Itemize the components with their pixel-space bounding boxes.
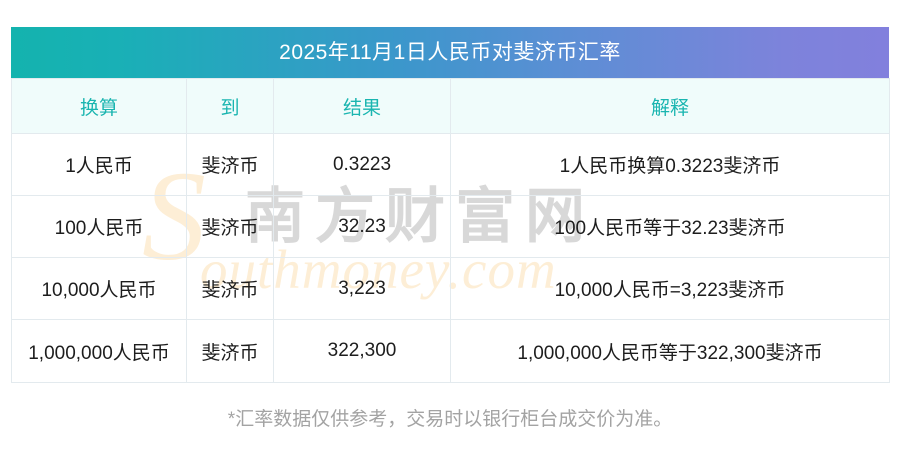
cell-explanation: 10,000人民币=3,223斐济币 [450, 257, 890, 320]
column-header-amount: 换算 [11, 78, 187, 134]
cell-amount: 1人民币 [11, 133, 187, 196]
table-row: 100人民币 斐济币 32.23 100人民币等于32.23斐济币 [11, 195, 890, 258]
cell-explanation: 1,000,000人民币等于322,300斐济币 [450, 319, 890, 383]
cell-to: 斐济币 [186, 133, 274, 196]
table-body: 1人民币 斐济币 0.3223 1人民币换算0.3223斐济币 100人民币 斐… [11, 133, 890, 383]
page-title: 2025年11月1日人民币对斐济币汇率 [11, 27, 889, 78]
table-header: 换算 到 结果 解释 [11, 78, 890, 134]
cell-result: 0.3223 [273, 133, 451, 196]
cell-amount: 10,000人民币 [11, 257, 187, 320]
cell-amount: 1,000,000人民币 [11, 319, 187, 383]
column-header-result: 结果 [273, 78, 451, 134]
cell-to: 斐济币 [186, 319, 274, 383]
cell-result: 32.23 [273, 195, 451, 258]
cell-result: 322,300 [273, 319, 451, 383]
cell-amount: 100人民币 [11, 195, 187, 258]
table-row: 10,000人民币 斐济币 3,223 10,000人民币=3,223斐济币 [11, 257, 890, 320]
exchange-rate-table: 换算 到 结果 解释 1人民币 斐济币 0.3223 1人民币换算0.3223斐… [11, 78, 890, 383]
table-header-row: 换算 到 结果 解释 [11, 78, 890, 134]
cell-explanation: 1人民币换算0.3223斐济币 [450, 133, 890, 196]
column-header-explanation: 解释 [450, 78, 890, 134]
cell-explanation: 100人民币等于32.23斐济币 [450, 195, 890, 258]
rate-table-container: 2025年11月1日人民币对斐济币汇率 换算 到 结果 解释 1人民币 斐济币 … [11, 27, 890, 383]
cell-to: 斐济币 [186, 195, 274, 258]
cell-result: 3,223 [273, 257, 451, 320]
cell-to: 斐济币 [186, 257, 274, 320]
table-row: 1人民币 斐济币 0.3223 1人民币换算0.3223斐济币 [11, 133, 890, 196]
table-row: 1,000,000人民币 斐济币 322,300 1,000,000人民币等于3… [11, 319, 890, 383]
disclaimer-note: *汇率数据仅供参考，交易时以银行柜台成交价为准。 [227, 409, 673, 430]
column-header-to: 到 [186, 78, 274, 134]
